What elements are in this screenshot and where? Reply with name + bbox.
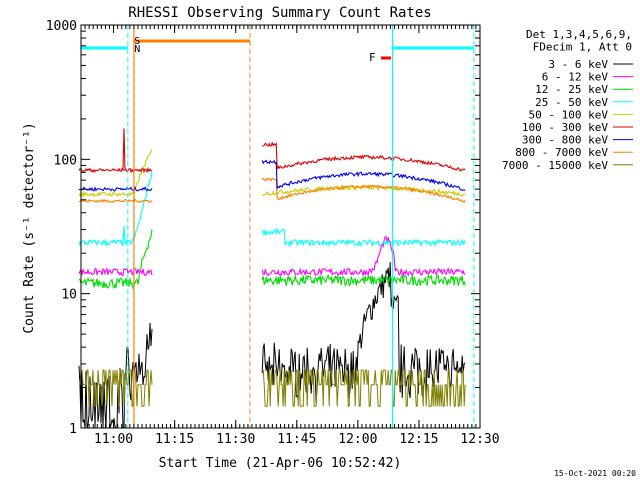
legend-label-8: 800 - 7000 keV	[515, 146, 608, 159]
x-tick-label-6: 12:30	[460, 432, 499, 447]
y-tick-label-1: 10	[61, 288, 77, 303]
x-tick-label-2: 11:30	[216, 432, 255, 447]
x-tick-label-1: 11:15	[155, 432, 194, 447]
series-line-1	[78, 262, 466, 429]
marker-label-s: S	[134, 36, 140, 47]
y-axis-label: Count Rate (s⁻¹ detector⁻¹)	[22, 122, 37, 333]
legend-header-0: Det 1,3,4,5,6,9,	[526, 28, 632, 41]
x-tick-label-3: 11:45	[277, 432, 316, 447]
series-line-6	[78, 128, 466, 174]
x-tick-label-0: 11:00	[94, 432, 133, 447]
y-tick-label-3: 1000	[46, 19, 77, 34]
series-line-8	[78, 177, 466, 204]
series-line-2	[78, 235, 466, 278]
x-axis-label: Start Time (21-Apr-06 10:52:42)	[159, 456, 402, 471]
legend-label-1: 3 - 6 keV	[548, 58, 608, 71]
plot-area: SN F	[78, 25, 475, 429]
marker-label-f: F	[369, 51, 376, 64]
legend-label-5: 50 - 100 keV	[529, 108, 609, 121]
legend: Det 1,3,4,5,6,9,FDecim 1, Att 0 3 - 6 keV…	[502, 28, 633, 172]
chart-title: RHESSI Observing Summary Count Rates	[128, 5, 431, 21]
timestamp: 15-Oct-2021 00:20	[554, 469, 636, 478]
x-tick-label-5: 12:15	[399, 432, 438, 447]
series-line-9	[79, 369, 466, 407]
series-line-4	[78, 171, 466, 248]
legend-label-6: 100 - 300 keV	[522, 121, 608, 134]
axes: 11:00 11:15 11:30 11:45 12:00 12:15 12:30 1 10 10…	[46, 19, 500, 447]
legend-label-4: 25 - 50 keV	[535, 96, 608, 109]
legend-label-2: 6 - 12 keV	[542, 71, 609, 84]
legend-header-1: FDecim 1, Att 0	[533, 41, 632, 54]
y-tick-label-2: 100	[54, 153, 77, 168]
series-line-7	[78, 159, 466, 192]
x-tick-label-4: 12:00	[338, 432, 377, 447]
series-line-3	[78, 229, 466, 290]
legend-label-3: 12 - 25 keV	[535, 83, 608, 96]
y-tick-label-0: 1	[69, 422, 77, 437]
legend-label-7: 300 - 800 keV	[522, 134, 608, 147]
legend-label-9: 7000 - 15000 keV	[502, 159, 608, 172]
marker-label-n: N	[134, 44, 140, 55]
